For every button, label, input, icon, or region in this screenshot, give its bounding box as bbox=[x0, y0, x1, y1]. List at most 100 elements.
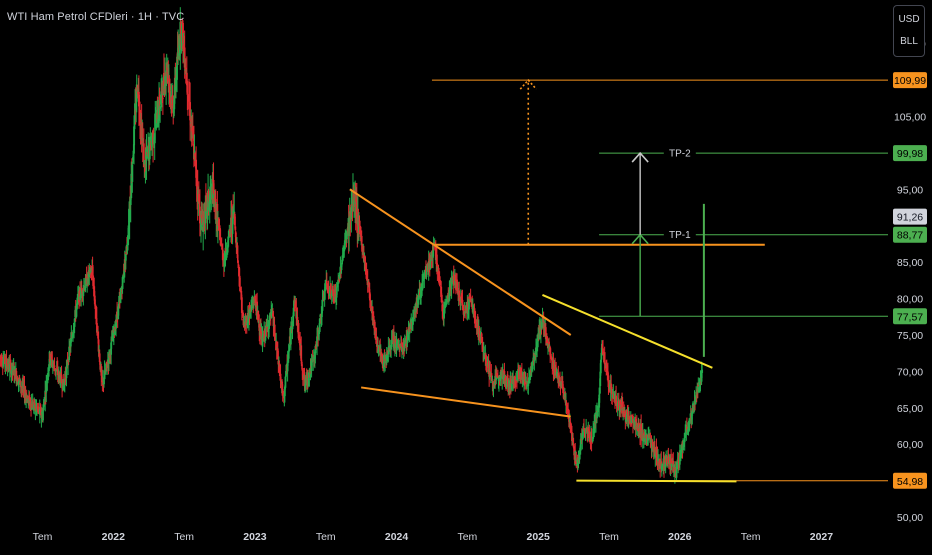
candle-body bbox=[238, 275, 241, 288]
trend-line[interactable] bbox=[576, 479, 737, 483]
candle-body bbox=[657, 458, 659, 462]
trend-line[interactable] bbox=[349, 188, 572, 336]
price-label-text: 77,57 bbox=[897, 311, 923, 323]
candle-body bbox=[95, 307, 98, 325]
candle-body bbox=[195, 159, 197, 178]
candle-body bbox=[235, 241, 238, 248]
candle-body bbox=[150, 140, 153, 146]
candle-body bbox=[396, 341, 399, 343]
candle-body bbox=[215, 218, 218, 224]
candle-body bbox=[686, 429, 689, 434]
price-label-box[interactable] bbox=[893, 226, 927, 243]
currency-label[interactable]: USD bbox=[898, 14, 920, 25]
candle-body bbox=[647, 436, 650, 438]
candle-body bbox=[592, 428, 595, 439]
candle-body bbox=[249, 307, 251, 317]
candle-body bbox=[44, 390, 47, 403]
candle-body bbox=[691, 414, 694, 416]
candle-body bbox=[225, 249, 227, 253]
y-tick-label: 85,00 bbox=[897, 257, 923, 269]
candle-body bbox=[8, 363, 11, 371]
candle-body bbox=[667, 457, 670, 462]
candle-body bbox=[438, 277, 441, 285]
candle-body bbox=[131, 164, 134, 182]
candle-body bbox=[345, 239, 348, 241]
candle-body bbox=[617, 400, 620, 410]
candle-body bbox=[448, 289, 451, 301]
chart-title[interactable]: WTI Ham Petrol CFDleri · 1H · TVC bbox=[7, 11, 185, 23]
candle-body bbox=[312, 356, 315, 362]
candle-body bbox=[473, 308, 476, 319]
candle-body bbox=[350, 203, 353, 208]
candle-body bbox=[199, 206, 201, 224]
candle-body bbox=[58, 373, 61, 376]
candle-body bbox=[170, 95, 172, 97]
trend-line[interactable] bbox=[361, 386, 571, 418]
candle-body bbox=[358, 220, 361, 227]
candle-body bbox=[99, 361, 102, 370]
candle-body bbox=[644, 438, 647, 444]
candle-body bbox=[252, 304, 255, 306]
candle-body bbox=[481, 341, 484, 350]
candle-body bbox=[188, 95, 190, 102]
time-axis[interactable]: Tem 2022 Tem 2023 Tem 2024 Tem 2025 Tem 2026 Tem 20… bbox=[33, 531, 834, 543]
candle-body bbox=[600, 352, 603, 360]
candle-body bbox=[608, 388, 610, 391]
candle-body bbox=[161, 98, 164, 100]
candle-body bbox=[341, 259, 343, 265]
candle-body bbox=[110, 338, 113, 341]
candle-body bbox=[82, 289, 85, 297]
candle-body bbox=[40, 415, 43, 418]
candle-body bbox=[272, 316, 275, 327]
candle-body bbox=[533, 355, 536, 362]
x-tick-label: Tem bbox=[33, 531, 53, 543]
candle-body bbox=[304, 385, 306, 387]
price-label-box[interactable] bbox=[893, 308, 927, 325]
y-tick-label: 65,00 bbox=[897, 403, 923, 415]
candle-body bbox=[80, 287, 83, 291]
candle-body bbox=[628, 418, 631, 422]
candle-body bbox=[688, 421, 691, 423]
candle-body bbox=[81, 289, 84, 294]
candle-body bbox=[75, 303, 78, 309]
candle-body bbox=[122, 275, 125, 279]
candle-body bbox=[228, 230, 231, 232]
candle-body bbox=[275, 341, 278, 350]
candle-body bbox=[646, 436, 649, 445]
candle-body bbox=[208, 201, 211, 211]
price-axis[interactable]: 115,00105,0095,0085,0080,0075,0070,0065,… bbox=[894, 39, 926, 524]
candle-body bbox=[517, 369, 520, 371]
x-tick-label: Tem bbox=[316, 531, 336, 543]
unit-label[interactable]: BLL bbox=[900, 36, 918, 47]
unit-selector[interactable]: USD BLL bbox=[893, 5, 925, 57]
candle-body bbox=[383, 361, 385, 365]
price-label-box[interactable] bbox=[893, 145, 927, 162]
price-label-box[interactable] bbox=[893, 208, 927, 225]
candle-body bbox=[589, 440, 592, 442]
candle-body bbox=[372, 315, 375, 325]
candle-body bbox=[495, 374, 498, 380]
candle-body bbox=[238, 266, 241, 277]
candle-body bbox=[15, 370, 18, 382]
candle-body bbox=[564, 395, 567, 403]
candle-body bbox=[278, 363, 281, 372]
candle-body bbox=[331, 289, 334, 291]
candle-body bbox=[304, 378, 307, 384]
price-label-box[interactable] bbox=[893, 472, 927, 489]
price-label-box[interactable] bbox=[893, 72, 927, 89]
candle-body bbox=[674, 467, 677, 471]
trend-line[interactable] bbox=[542, 294, 713, 369]
candle-body bbox=[452, 274, 455, 284]
candle-body bbox=[473, 307, 475, 309]
candle-body bbox=[91, 265, 94, 276]
candle-body bbox=[146, 152, 148, 154]
candle-body bbox=[172, 107, 175, 113]
candle-body bbox=[52, 364, 55, 367]
candle-body bbox=[157, 119, 159, 128]
arrow-head bbox=[519, 78, 537, 90]
candle-body bbox=[510, 382, 513, 386]
candle-body bbox=[678, 450, 681, 465]
candle-body bbox=[677, 456, 680, 464]
